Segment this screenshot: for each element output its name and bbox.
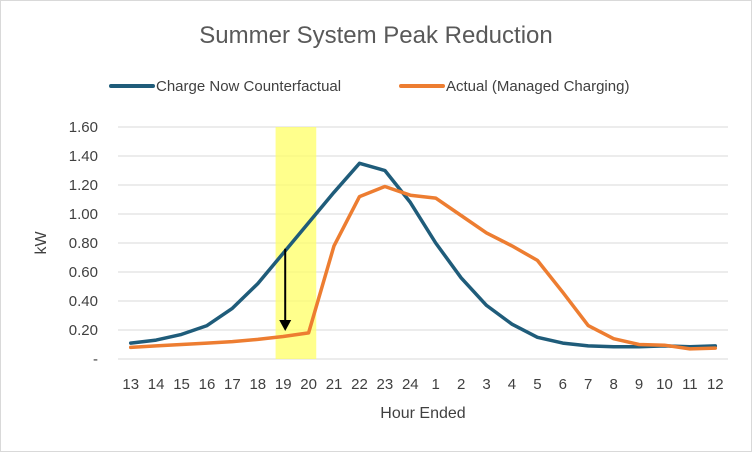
x-tick-label: 2 [457,376,465,393]
y-tick-label: 0.80 [69,235,98,252]
x-tick-label: 16 [199,376,216,393]
legend-label: Charge Now Counterfactual [156,78,341,95]
x-tick-label: 6 [559,376,567,393]
y-tick-label: 1.60 [69,119,98,136]
x-tick-label: 12 [707,376,724,393]
x-tick-label: 23 [377,376,394,393]
x-tick-label: 24 [402,376,419,393]
x-tick-label: 5 [533,376,541,393]
x-tick-label: 8 [609,376,617,393]
x-axis-title: Hour Ended [380,405,465,422]
x-tick-label: 19 [275,376,292,393]
x-tick-label: 11 [682,376,698,393]
series-line-2 [128,184,718,351]
x-tick-label: 13 [122,376,139,393]
y-axis-title: kW [33,231,50,255]
x-tick-label: 10 [656,376,673,393]
y-tick-label: 1.40 [69,148,98,165]
x-axis-ticks: 13 14 15 16 17 18 19 20 21 22 23 24 1 2 3 4 5 6 7 8 9 10 11 12 [122,376,723,393]
y-axis-ticks: - 0.20 0.40 0.60 0.80 1.00 1.20 1.40 1.60 [69,119,98,368]
series-line-1 [128,161,718,349]
x-tick-label: 7 [584,376,592,393]
x-tick-label: 18 [249,376,266,393]
x-tick-label: 20 [300,376,317,393]
y-tick-label: 1.20 [69,177,98,194]
x-tick-label: 9 [635,376,643,393]
gridlines [118,126,728,360]
annotation-layer [279,248,292,331]
y-tick-label: - [93,351,98,368]
y-tick-label: 0.60 [69,264,98,281]
x-tick-label: 3 [482,376,490,393]
legend-label: Actual (Managed Charging) [446,78,629,95]
y-tick-label: 1.00 [69,206,98,223]
chart-title: Summer System Peak Reduction [199,22,552,49]
x-tick-label: 17 [224,376,241,393]
x-tick-label: 22 [351,376,368,393]
series-layer [128,161,718,351]
annotation-arrow-head [279,320,292,331]
legend: Charge Now Counterfactual Actual (Managed… [109,78,629,95]
x-tick-label: 14 [148,376,165,393]
y-tick-label: 0.40 [69,293,98,310]
x-tick-label: 21 [326,376,343,393]
y-tick-label: 0.20 [69,322,98,339]
x-tick-label: 4 [508,376,516,393]
x-tick-label: 1 [432,376,440,393]
x-tick-label: 15 [173,376,190,393]
